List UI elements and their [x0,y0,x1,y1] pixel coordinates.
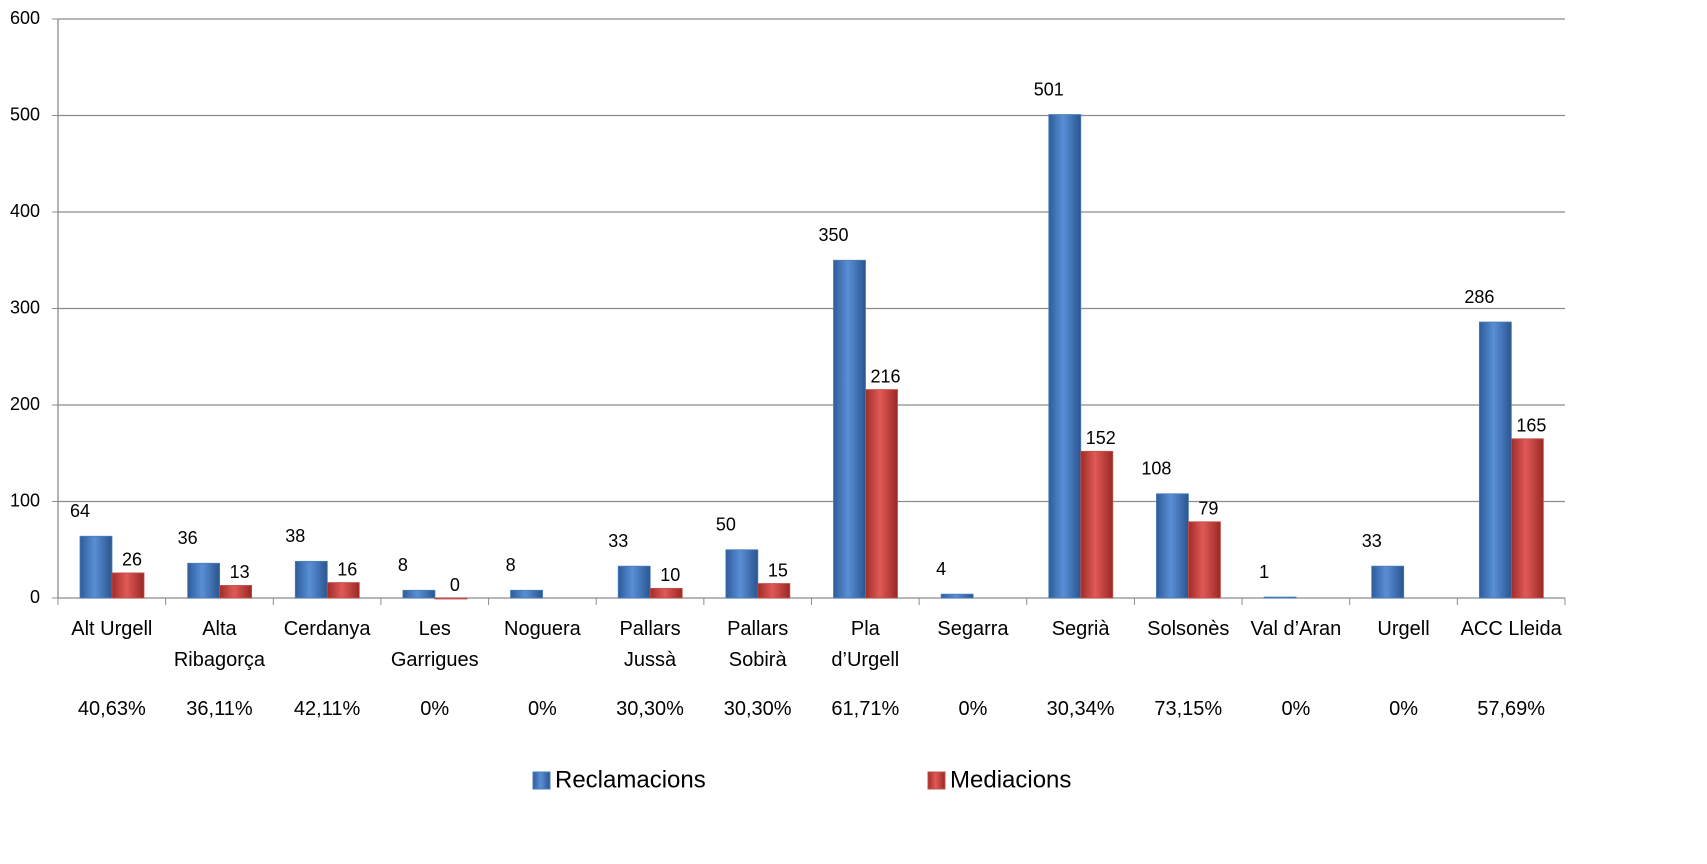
x-tick-label: Les Garrigues [390,618,479,671]
row-label: 30,30% [616,698,684,720]
bar [757,583,791,599]
row-label: 61,71% [831,698,900,720]
bar [865,389,898,599]
x-tick-label: Pallars Sobirà [727,618,789,671]
x-tick-label: ACC Lleida [1460,618,1562,640]
bar [1478,321,1512,599]
value-label: 501 [1034,79,1064,99]
bar [111,572,145,599]
value-label: 33 [1362,531,1382,551]
value-label: 4 [936,559,946,579]
value-label: 33 [608,531,628,551]
value-label: 8 [506,555,516,575]
row-label: 0% [420,698,450,720]
bar [725,549,759,599]
value-label: 36 [178,528,198,548]
y-tick-label: 500 [10,104,40,124]
value-label: 1 [1259,562,1269,582]
bar [1048,114,1082,599]
x-tick-label: Val d’Aran [1250,618,1342,640]
bar [402,589,436,599]
bar [833,259,866,599]
x-tick-label: Cerdanya [283,618,371,640]
value-label: 79 [1198,499,1218,519]
row-label: 30,30% [723,698,792,720]
x-tick-label: Noguera [504,618,581,640]
value-label: 50 [716,515,736,535]
value-label: 16 [337,559,357,579]
row-label: 30,34% [1046,698,1115,720]
bar [649,587,683,599]
y-tick-label: 200 [10,394,40,414]
bar [617,565,651,599]
bar [1263,596,1297,599]
row-label: 0% [958,698,988,720]
bar [510,589,543,599]
bar [1080,450,1114,599]
x-tick-label: Alta Ribagorça [173,618,266,671]
bar [326,582,360,599]
bar [1510,438,1544,599]
bar [219,585,253,599]
value-label: 216 [870,366,900,386]
y-tick-label: 300 [10,297,40,317]
row-label: 0% [527,698,557,720]
x-tick-label: Pla d’Urgell [831,618,900,671]
bar [1371,565,1405,599]
bar [940,593,974,599]
bar [79,535,113,599]
row-label: 40,63% [77,698,146,720]
x-tick-label: Solsonès [1147,618,1230,640]
y-tick-label: 0 [30,587,40,607]
x-tick-label: Pallars Jussà [619,618,681,671]
value-label: 64 [70,501,90,521]
y-tick-label: 100 [10,490,40,510]
x-tick-label: Urgell [1377,618,1430,640]
row-label: 57,69% [1477,698,1546,720]
value-label: 286 [1464,287,1494,307]
bar [187,562,221,599]
legend-label: Mediacions [950,766,1071,793]
bar [1156,493,1189,599]
value-label: 15 [768,560,788,580]
value-label: 38 [285,526,305,546]
x-tick-label: Alt Urgell [71,618,153,640]
value-label: 10 [660,565,680,585]
x-tick-label: Segrià [1051,618,1110,640]
value-label: 108 [1141,459,1171,479]
legend-swatch [532,771,551,790]
row-label: 36,11% [186,698,253,720]
row-label: 73,15% [1154,698,1223,720]
y-tick-label: 600 [10,8,40,28]
bar [434,597,468,600]
legend-swatch [927,771,946,790]
y-tick-label: 400 [10,201,40,221]
value-label: 350 [818,225,848,245]
row-label: 0% [1281,698,1311,720]
value-label: 26 [122,550,142,570]
row-label: 0% [1389,698,1418,720]
bar [1188,521,1221,599]
value-label: 165 [1516,416,1546,436]
legend-label: Reclamacions [555,766,706,793]
x-tick-label: Segarra [937,618,1009,640]
value-label: 0 [450,575,460,595]
value-label: 152 [1086,428,1116,448]
row-label: 42,11% [293,698,361,720]
value-label: 8 [398,555,408,575]
value-label: 13 [230,562,250,582]
bar [294,560,328,599]
